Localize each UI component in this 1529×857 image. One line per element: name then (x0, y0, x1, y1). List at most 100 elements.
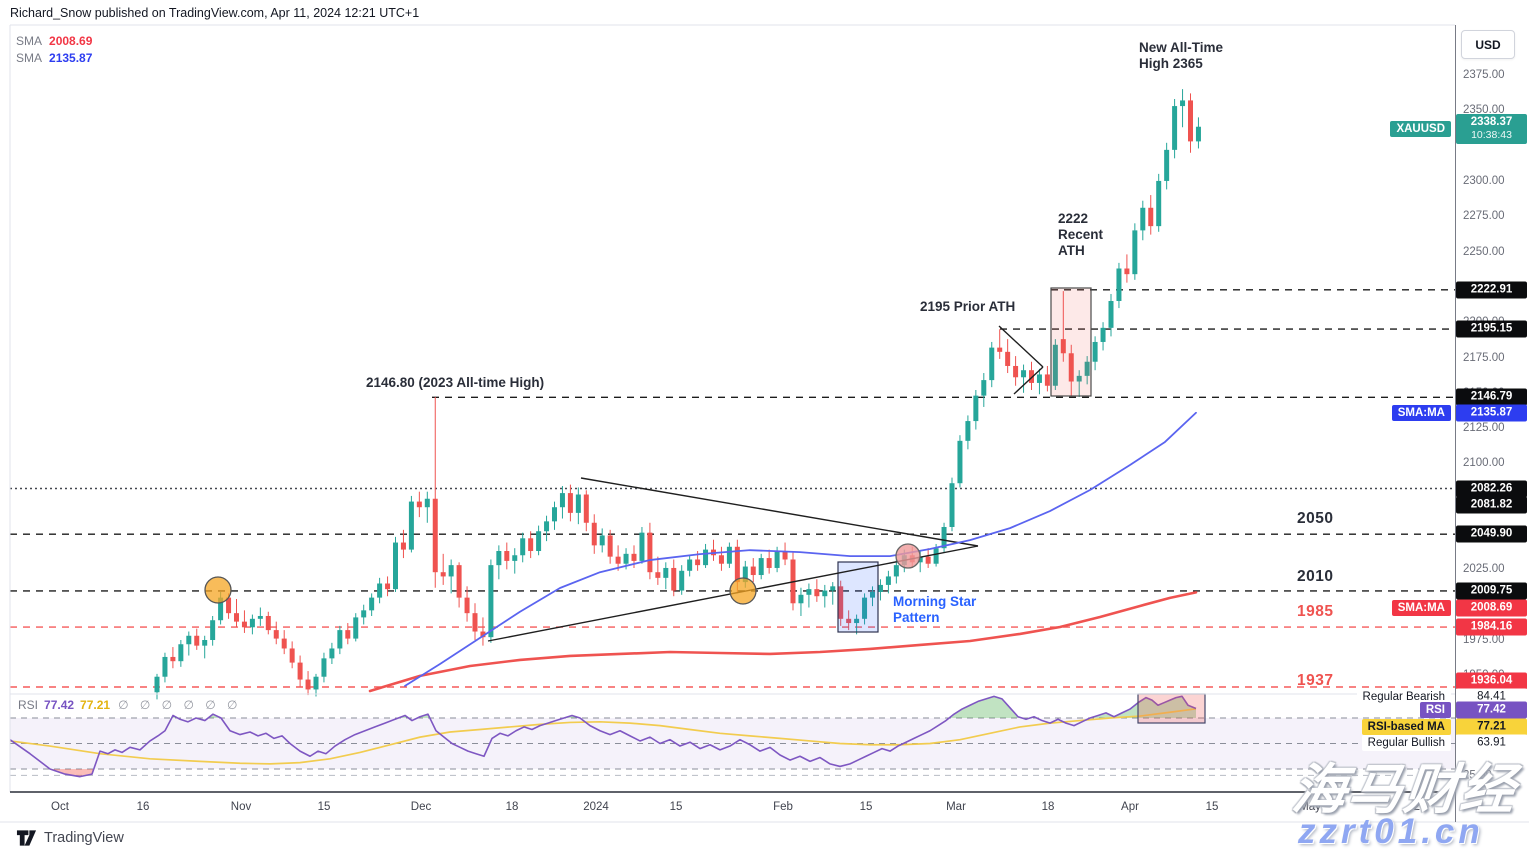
price-tick-2250: 2250.00 (1463, 245, 1505, 258)
candle-body (893, 565, 899, 577)
candle-body (305, 679, 311, 690)
marker-circle-triangle-apex[interactable] (895, 543, 921, 569)
rsi-axis-value-77.21: 77.21 (1456, 718, 1527, 736)
candle-body (703, 549, 709, 566)
candle-body (202, 640, 208, 646)
price-tick-2350: 2350.00 (1463, 104, 1505, 117)
candle-body (957, 440, 963, 484)
time-label-16: 16 (136, 801, 150, 813)
candle-body (726, 546, 732, 564)
candle-body (329, 648, 335, 659)
candle-body (552, 507, 557, 522)
candle-body (647, 532, 653, 573)
annotation-prior-ath[interactable]: 2195 Prior ATH (920, 299, 1016, 314)
sma-slow-label: SMA (16, 51, 43, 65)
candle-body (1005, 351, 1011, 366)
candle-body (607, 535, 613, 557)
candle-body (599, 535, 605, 546)
candle-body (1116, 268, 1122, 301)
candle-body (456, 565, 462, 598)
marker-circle-feb-low[interactable] (729, 577, 757, 605)
candle-body (472, 613, 478, 632)
candle-body (1100, 327, 1106, 342)
rsi-axis-label-rsi: RSI (1419, 702, 1451, 718)
annotation-recent-ath[interactable]: 2222 Recent ATH (1058, 211, 1104, 258)
candle-body (862, 597, 868, 619)
candle-body (631, 553, 637, 561)
candle-body (249, 618, 255, 628)
candle-body (313, 676, 319, 690)
candle-body (480, 631, 486, 638)
annotation-ath-2023[interactable]: 2146.80 (2023 All-time High) (366, 375, 545, 390)
candle-body (544, 521, 550, 532)
time-label-may: May (1299, 801, 1321, 813)
time-label-18: 18 (505, 801, 519, 813)
recent-ath-highlight-box (1050, 287, 1092, 397)
sma-legend: SMA 2008.69 SMA 2135.87 (16, 33, 92, 67)
candle-body (369, 597, 375, 611)
candle-body (718, 555, 724, 564)
rsi-line (9, 695, 1197, 778)
price-badge-2195.15: 2195.15 (1456, 320, 1527, 338)
rsi-legend[interactable]: RSI 77.42 77.21 ∅ ∅ ∅ ∅ ∅ ∅ (18, 698, 241, 712)
time-label-feb: Feb (773, 801, 793, 813)
candle-body (877, 584, 883, 592)
candle-body (1140, 207, 1146, 231)
trendline[interactable] (998, 325, 1044, 368)
candle-body (925, 556, 931, 564)
candle-body (337, 630, 343, 649)
candle-body (416, 501, 422, 508)
candle-body (1124, 268, 1130, 275)
tradingview-logo[interactable]: TradingView (16, 829, 124, 847)
countdown-timer: 10:38:43 (1471, 129, 1512, 141)
annotation-morning-star[interactable]: Morning Star Pattern (893, 594, 977, 625)
currency-button[interactable]: USD (1461, 30, 1515, 59)
candle-body (663, 567, 669, 578)
price-badge-1936.04: 1936.04 (1456, 672, 1527, 690)
sma-fast-legend-row[interactable]: SMA 2008.69 (16, 33, 92, 50)
annotation-level-2010[interactable]: 2010 (1297, 568, 1334, 585)
candle-body (1108, 301, 1114, 328)
marker-circle-oct-high[interactable] (204, 576, 232, 604)
candle-body (830, 586, 836, 591)
time-label-2024: 2024 (583, 801, 609, 813)
time-label-nov: Nov (230, 801, 252, 813)
candle-body (385, 583, 391, 590)
candle-body (1044, 374, 1050, 386)
candle-body (798, 594, 804, 604)
candle-body (400, 542, 406, 550)
trendline[interactable] (580, 477, 979, 547)
annotation-level-1985[interactable]: 1985 (1297, 603, 1334, 620)
annotation-level-1937[interactable]: 1937 (1297, 672, 1334, 689)
sma-slow-legend-row[interactable]: SMA 2135.87 (16, 50, 92, 67)
candle-body (838, 586, 844, 619)
candle-body (496, 551, 502, 566)
sma-slow-value: 2135.87 (49, 51, 93, 65)
candle-body (1036, 374, 1042, 383)
sma-slow-line (404, 411, 1197, 687)
candle-body (559, 493, 565, 508)
time-label-15: 15 (317, 801, 331, 813)
trendline[interactable] (1013, 366, 1044, 395)
candle-body (1076, 375, 1082, 382)
candle-body (941, 527, 947, 549)
candle-body (575, 494, 581, 513)
annotation-level-2050[interactable]: 2050 (1297, 510, 1334, 527)
candle-body (623, 553, 629, 564)
price-tick-2100: 2100.00 (1463, 457, 1505, 470)
price-badge-2008.69: 2008.69 (1456, 599, 1527, 617)
candle-body (226, 597, 232, 614)
rsi-axis-tick-25.00: 25.00 (1463, 769, 1492, 782)
rsi-axis-value-84.41: 84.41 (1456, 688, 1527, 706)
candle-body (949, 483, 955, 527)
rsi-label: RSI (18, 698, 39, 712)
candle-body (774, 551, 780, 568)
price-badge-2135.87: 2135.87 (1456, 404, 1527, 422)
price-badge-2222.91: 2222.91 (1456, 281, 1527, 299)
candle-body (1180, 100, 1186, 107)
annotation-new-ath[interactable]: New All-Time High 2365 (1139, 40, 1224, 71)
candle-body (178, 644, 184, 662)
candle-body (432, 498, 438, 573)
